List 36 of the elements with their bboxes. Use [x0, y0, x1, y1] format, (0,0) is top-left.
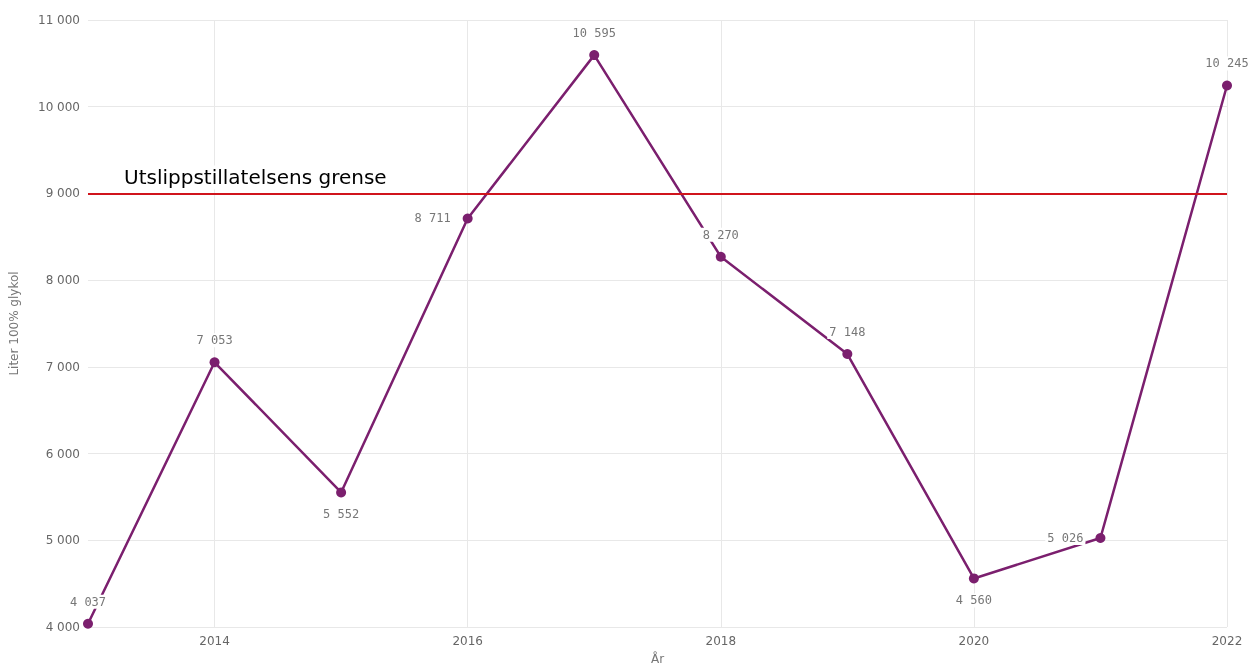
y-tick-label: 7 000 [45, 359, 80, 374]
x-tick-label: 2022 [1211, 634, 1243, 648]
point [589, 50, 600, 61]
x-tick-label: 2014 [199, 634, 230, 648]
y-tick-label: 8 000 [45, 273, 80, 288]
y-axis-title: Liter 100% glykol [7, 271, 21, 376]
point [1222, 80, 1232, 91]
x-tick-label: 2020 [958, 634, 990, 648]
point [968, 573, 979, 584]
x-tick-label: 2016 [452, 634, 483, 648]
y-tick-label: 11 000 [38, 13, 80, 27]
data-label: 10 595 [572, 26, 616, 41]
point [462, 213, 473, 224]
point [336, 487, 347, 498]
point [1095, 533, 1106, 544]
data-label: 10 245 [1205, 56, 1249, 71]
data-label: 8 711 [414, 211, 451, 226]
data-label: 4 560 [955, 593, 992, 608]
data-label: 8 270 [702, 227, 739, 242]
y-tick-label: 6 000 [45, 446, 80, 461]
y-tick-label: 9 000 [45, 186, 80, 201]
x-tick-label: 2018 [705, 634, 737, 648]
y-tick-label: 10 000 [38, 99, 80, 114]
y-tick-label: 4 000 [45, 620, 80, 634]
data-label: 4 037 [69, 594, 107, 609]
point [83, 618, 93, 629]
ref-line-label: Utslippstillatelsens grense [124, 165, 387, 190]
data-label: 7 053 [196, 333, 233, 348]
data-label: 5 026 [1047, 531, 1084, 546]
point [842, 349, 853, 360]
x-axis-title: År [650, 651, 665, 666]
point [209, 357, 220, 368]
point [715, 251, 726, 262]
y-tick-label: 5 000 [45, 533, 80, 548]
data-label: 7 148 [829, 325, 866, 340]
data-label: 5 552 [323, 507, 360, 522]
